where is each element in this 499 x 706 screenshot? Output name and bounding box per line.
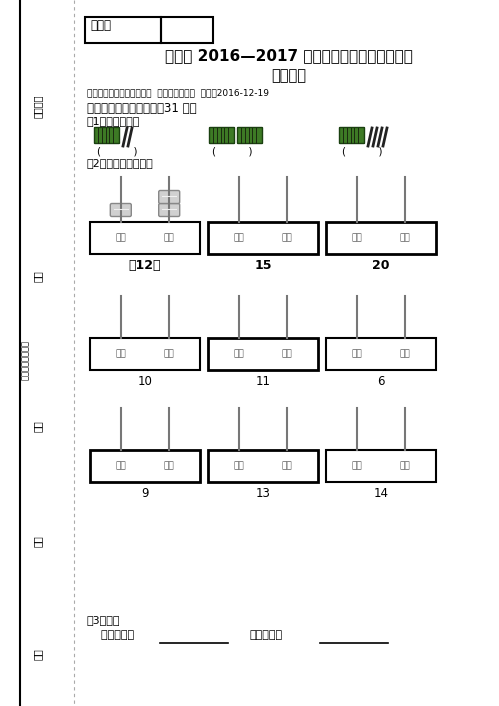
Text: （3）写数: （3）写数 [87,615,120,625]
Bar [208,450,318,482]
Bar [85,17,161,43]
Text: (          ): ( ) [342,146,383,156]
Bar [90,450,200,482]
Text: 十位: 十位 [234,234,244,242]
Text: 一、想一想、填一填。（31 分）: 一、想一想、填一填。（31 分） [87,102,197,115]
Text: 个位: 个位 [164,462,175,470]
Text: 十一写作：: 十一写作： [250,630,283,640]
Bar [208,338,318,370]
Text: 本试卷共印一个套：一年级  命题人：岳斯柏  时间：2016-12-19: 本试卷共印一个套：一年级 命题人：岳斯柏 时间：2016-12-19 [87,88,269,97]
Text: 十位: 十位 [115,234,126,242]
Bar [326,222,436,254]
Text: 十位: 十位 [115,349,126,359]
Text: 第九单元: 第九单元 [271,68,306,83]
Text: 11: 11 [255,375,270,388]
Bar [161,17,213,43]
Text: 6: 6 [377,375,385,388]
Bar [90,222,200,254]
Text: 十位: 十位 [351,462,362,470]
Text: 考试时间: 考试时间 [33,95,43,119]
Text: 清华园 2016—2017 学年度一年级数学练习十四: 清华园 2016—2017 学年度一年级数学练习十四 [165,48,413,63]
Text: 20: 20 [372,259,390,272]
Text: 个位: 个位 [164,234,175,242]
Text: 9: 9 [141,487,149,500]
Text: 个位: 个位 [400,349,411,359]
Text: 十六写作：: 十六写作： [87,630,134,640]
Text: 十位: 十位 [234,349,244,359]
Text: 学号: 学号 [33,270,43,282]
Bar [326,450,436,482]
FancyBboxPatch shape [159,203,180,217]
Text: 卷面分: 卷面分 [90,19,111,32]
Text: 个位: 个位 [282,462,292,470]
Text: 14: 14 [373,487,389,500]
Text: 10: 10 [138,375,152,388]
Text: 个位: 个位 [164,349,175,359]
Text: 13: 13 [255,487,270,500]
Text: 班级: 班级 [33,535,43,546]
Text: （2）照样子画珠子。: （2）照样子画珠子。 [87,158,154,168]
Text: 个位: 个位 [282,349,292,359]
Text: 学校: 学校 [33,648,43,659]
FancyBboxPatch shape [210,128,235,143]
FancyBboxPatch shape [238,128,262,143]
Text: 十位: 十位 [115,462,126,470]
Text: （12）: （12） [129,259,161,272]
Text: 个位: 个位 [400,234,411,242]
Text: 个位: 个位 [400,462,411,470]
Text: （1）看图写数：: （1）看图写数： [87,116,140,126]
FancyBboxPatch shape [159,191,180,203]
Text: 个位: 个位 [282,234,292,242]
FancyBboxPatch shape [110,203,131,217]
Text: 姓名: 姓名 [33,420,43,432]
Text: 15: 15 [254,259,272,272]
Bar [326,338,436,370]
Text: 十位: 十位 [234,462,244,470]
Text: (          ): ( ) [212,146,252,156]
FancyBboxPatch shape [339,128,364,143]
FancyBboxPatch shape [94,128,119,143]
Text: 十位: 十位 [351,234,362,242]
Text: 装订线内不要写字: 装订线内不要写字 [20,340,29,380]
Text: (          ): ( ) [97,146,138,156]
Bar [208,222,318,254]
Bar [90,338,200,370]
Text: 十位: 十位 [351,349,362,359]
